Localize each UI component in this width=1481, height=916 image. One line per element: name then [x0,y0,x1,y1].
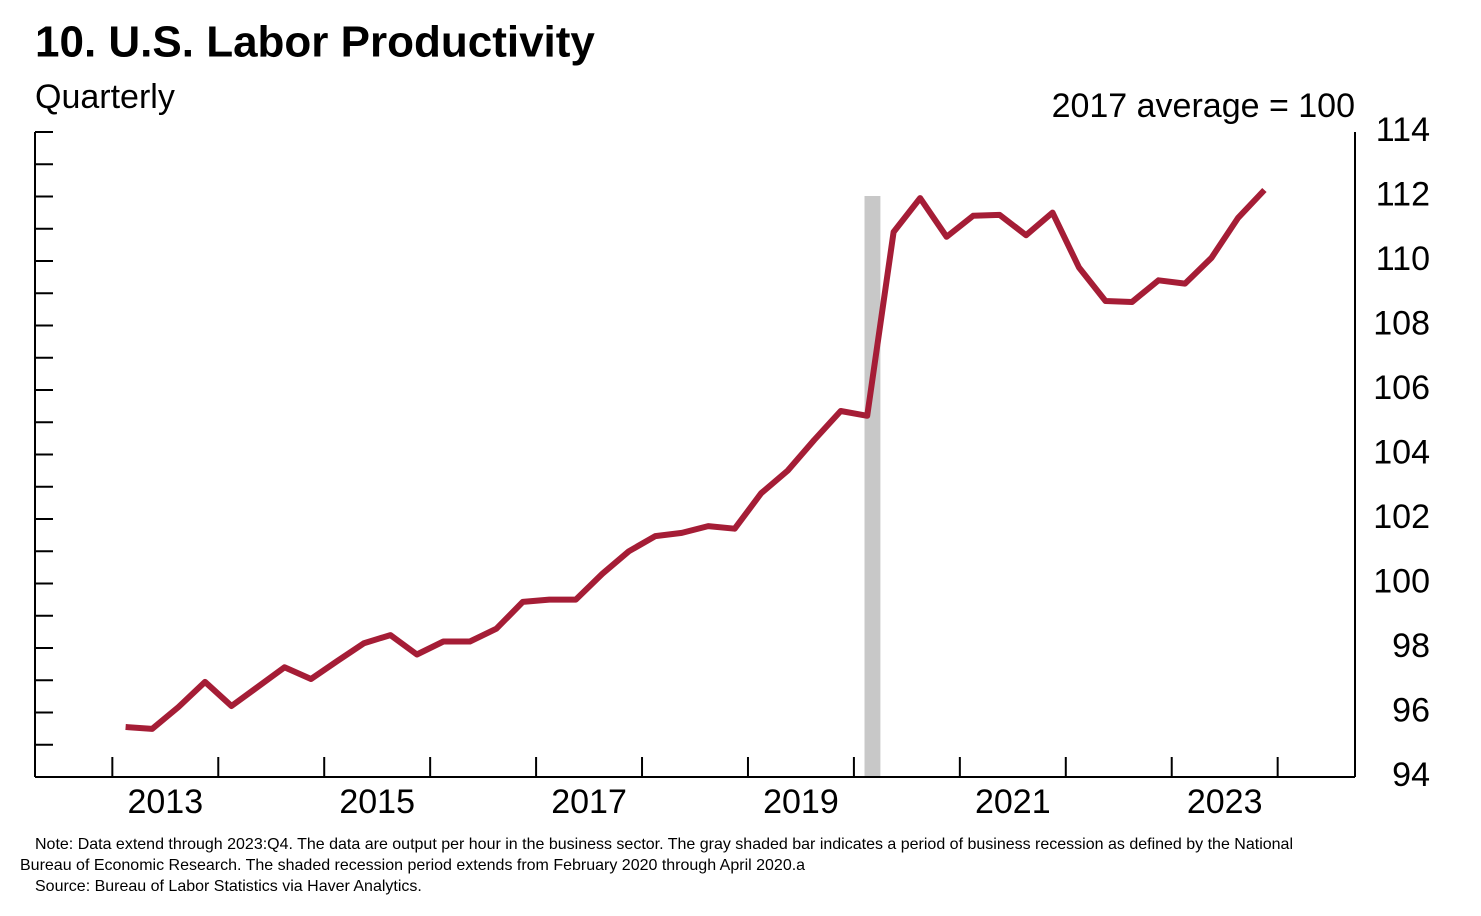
x-tick-label: 2019 [763,783,839,821]
y-tick-label: 98 [1392,627,1430,665]
x-tick-label: 2021 [975,783,1051,821]
source: Source: Bureau of Labor Statistics via H… [35,878,422,895]
y-axis-label: 2017 average = 100 [1052,87,1355,125]
subtitle: Quarterly [35,78,175,116]
x-tick-label: 2015 [339,783,415,821]
data-line [125,187,1267,732]
recession-bar [864,196,881,777]
y-tick-label: 106 [1373,369,1430,407]
x-tick-label: 2023 [1187,783,1263,821]
note: Bureau of Economic Research. The shaded … [20,857,805,874]
y-tick-label: 112 [1376,175,1430,213]
y-tick-label: 100 [1373,562,1430,600]
note: Note: Data extend through 2023:Q4. The d… [35,836,1293,853]
chart-title: 10. U.S. Labor Productivity [35,18,595,67]
x-tick-label: 2017 [551,783,627,821]
y-tick-label: 114 [1376,111,1430,149]
y-tick-label: 94 [1392,756,1430,794]
x-tick-label: 2013 [127,783,203,821]
y-tick-label: 110 [1376,240,1430,278]
y-tick-label: 108 [1373,304,1430,342]
y-tick-label: 102 [1373,498,1430,536]
y-tick-label: 104 [1373,433,1430,471]
y-tick-label: 96 [1392,691,1430,729]
